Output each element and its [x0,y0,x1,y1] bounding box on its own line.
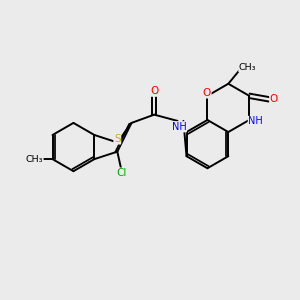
Text: S: S [114,134,121,144]
Text: Cl: Cl [116,168,126,178]
Text: O: O [203,88,211,98]
Text: NH: NH [172,122,186,132]
Text: O: O [270,94,278,104]
Text: O: O [150,86,158,96]
Text: NH: NH [248,116,263,126]
Text: CH₃: CH₃ [239,63,256,72]
Text: CH₃: CH₃ [26,154,43,164]
